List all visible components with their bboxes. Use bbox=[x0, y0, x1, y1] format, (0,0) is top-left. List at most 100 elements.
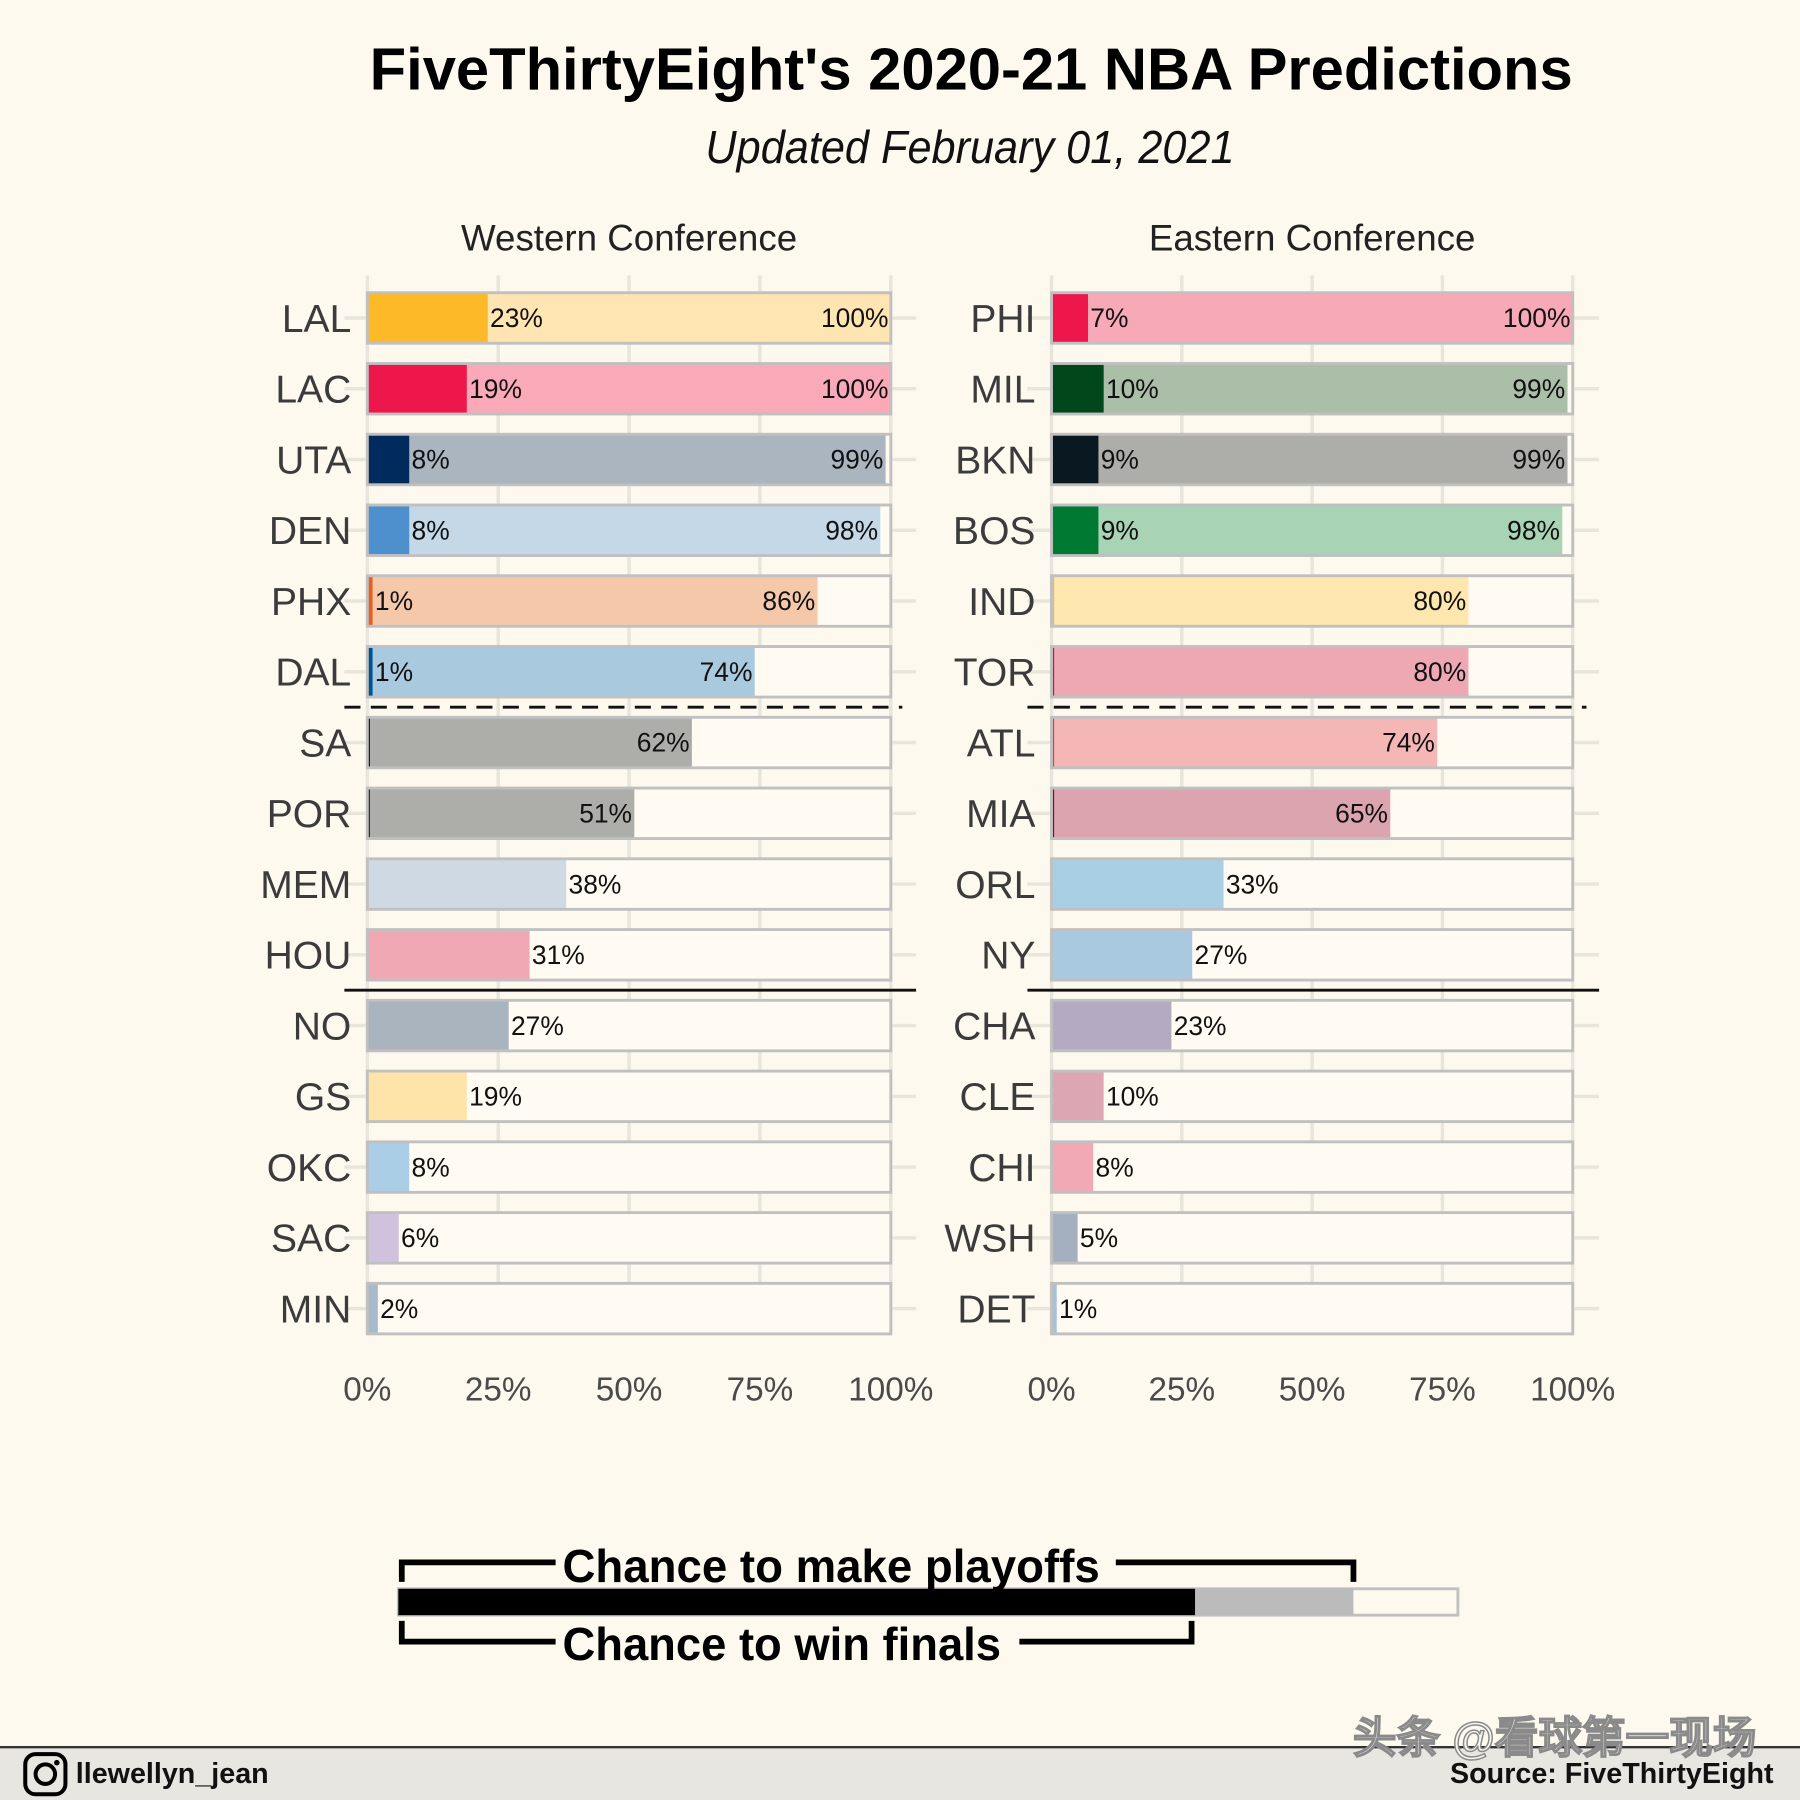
tick-label-east-75-unit: % bbox=[1446, 1372, 1476, 1409]
team-label-IND: IND bbox=[968, 581, 1035, 624]
bar-outline-GS bbox=[365, 1069, 893, 1124]
team-label-LAL: LAL bbox=[282, 298, 351, 341]
team-label-PHX: PHX bbox=[271, 581, 351, 624]
team-label-BKN: BKN bbox=[955, 439, 1035, 482]
label-playoffs-NY: 27% bbox=[1195, 940, 1248, 970]
team-row-DET: DET 1% bbox=[957, 1281, 1575, 1336]
label-playoffs-DET-value: 1 bbox=[1059, 1294, 1074, 1324]
team-label-MIN: MIN bbox=[280, 1288, 352, 1331]
team-row-MIN: MIN 2% bbox=[280, 1281, 893, 1336]
bar-playoffs-TOR bbox=[1051, 646, 1469, 698]
label-playoffs-WSH-value: 5 bbox=[1080, 1223, 1095, 1253]
label-playoffs-LAL-value: 100 bbox=[821, 303, 865, 333]
label-finals-UTA-unit: % bbox=[426, 445, 449, 475]
label-playoffs-SA: 62% bbox=[637, 728, 690, 758]
label-playoffs-PHI: 100% bbox=[1503, 303, 1571, 333]
team-label-WSH: WSH bbox=[944, 1218, 1035, 1261]
team-label-DEN: DEN bbox=[269, 510, 351, 553]
team-row-LAC: LAC 19% 100% bbox=[275, 362, 893, 416]
legend-bar-finals bbox=[398, 1588, 1196, 1616]
label-playoffs-DET: 1% bbox=[1059, 1294, 1097, 1324]
label-playoffs-MIL: 99% bbox=[1512, 374, 1565, 404]
bar-playoffs-UTA bbox=[367, 434, 886, 485]
tick-label-west-100-value: 100 bbox=[848, 1372, 904, 1409]
label-playoffs-PHI-value: 100 bbox=[1503, 303, 1547, 333]
team-row-CHA: CHA 23% bbox=[953, 998, 1575, 1053]
bar-outline-PHI bbox=[1050, 291, 1575, 345]
label-playoffs-LAL: 100% bbox=[821, 303, 889, 333]
label-playoffs-SAC-unit: % bbox=[416, 1223, 439, 1253]
tick-label-west-100: 100% bbox=[848, 1372, 933, 1409]
label-playoffs-NY-value: 27 bbox=[1195, 940, 1224, 970]
tick-label-east-25-value: 25 bbox=[1149, 1372, 1186, 1409]
label-playoffs-BKN-unit: % bbox=[1542, 445, 1565, 475]
legend-label-playoffs: Chance to make playoffs bbox=[563, 1540, 1100, 1592]
team-label-BOS: BOS bbox=[953, 510, 1035, 553]
tick-label-east-50: 50% bbox=[1279, 1372, 1346, 1409]
label-finals-DAL-value: 1 bbox=[375, 657, 390, 687]
tick-label-west-75: 75% bbox=[727, 1372, 794, 1409]
bar-finals-PHX bbox=[367, 575, 373, 627]
label-playoffs-ORL: 33% bbox=[1226, 869, 1279, 899]
bar-track-CLE bbox=[1051, 1071, 1573, 1122]
team-row-BOS: BOS 9% 98% bbox=[953, 503, 1575, 557]
bar-finals-UTA bbox=[367, 434, 410, 485]
bar-outline-HOU bbox=[365, 928, 893, 982]
tick-label-east-0-unit: % bbox=[1046, 1372, 1076, 1409]
legend-bracket-finals bbox=[398, 1620, 1195, 1645]
label-finals-PHI-unit: % bbox=[1105, 303, 1128, 333]
tick-label-west-0: 0% bbox=[343, 1372, 391, 1409]
bar-playoffs-PHX bbox=[367, 575, 818, 627]
label-playoffs-TOR-value: 80 bbox=[1413, 657, 1442, 687]
team-label-PHI: PHI bbox=[970, 298, 1035, 341]
team-row-MEM: MEM 38% bbox=[260, 857, 893, 911]
bar-finals-DAL bbox=[367, 646, 373, 698]
label-playoffs-IND-value: 80 bbox=[1413, 586, 1442, 616]
team-row-NO: NO 27% bbox=[293, 998, 893, 1053]
label-playoffs-OKC-unit: % bbox=[426, 1152, 449, 1182]
label-playoffs-HOU-value: 31 bbox=[532, 940, 561, 970]
bar-playoffs-MIA bbox=[1051, 788, 1391, 839]
team-label-MIL: MIL bbox=[970, 369, 1035, 412]
label-playoffs-MIA: 65% bbox=[1335, 798, 1388, 828]
label-playoffs-LAC: 100% bbox=[821, 374, 889, 404]
label-finals-LAC: 19% bbox=[469, 374, 522, 404]
label-playoffs-ORL-value: 33 bbox=[1226, 869, 1255, 899]
team-row-WSH: WSH 5% bbox=[944, 1211, 1575, 1265]
label-playoffs-CLE-unit: % bbox=[1135, 1082, 1158, 1112]
team-row-UTA: UTA 8% 99% bbox=[276, 432, 893, 487]
tick-label-east-0: 0% bbox=[1027, 1372, 1075, 1409]
bar-outline-CLE bbox=[1050, 1069, 1575, 1124]
bar-playoffs-SA bbox=[367, 717, 692, 768]
label-finals-LAL: 23% bbox=[490, 303, 543, 333]
label-playoffs-GS-unit: % bbox=[498, 1082, 521, 1112]
bar-playoffs-HOU bbox=[367, 929, 530, 981]
label-playoffs-CHI-unit: % bbox=[1110, 1152, 1133, 1182]
label-finals-BKN-value: 9 bbox=[1101, 445, 1116, 475]
team-row-HOU: HOU 31% bbox=[265, 928, 893, 982]
team-label-NY: NY bbox=[981, 935, 1035, 978]
bar-playoffs-DET bbox=[1051, 1283, 1057, 1334]
label-playoffs-DAL: 74% bbox=[700, 657, 753, 687]
team-label-CHI: CHI bbox=[968, 1147, 1035, 1190]
team-label-SA: SA bbox=[299, 722, 351, 765]
team-label-OKC: OKC bbox=[267, 1147, 352, 1190]
label-playoffs-ORL-unit: % bbox=[1255, 869, 1278, 899]
label-finals-BOS: 9% bbox=[1101, 515, 1139, 545]
label-finals-LAL-unit: % bbox=[519, 303, 542, 333]
label-playoffs-PHI-unit: % bbox=[1547, 303, 1570, 333]
bar-track-DET bbox=[1051, 1283, 1573, 1334]
bar-playoffs-OKC bbox=[367, 1141, 410, 1193]
label-playoffs-PHX: 86% bbox=[762, 586, 815, 616]
bar-outline-SAC bbox=[365, 1211, 893, 1265]
label-playoffs-POR-value: 51 bbox=[579, 798, 608, 828]
team-row-OKC: OKC 8% bbox=[267, 1140, 893, 1194]
label-finals-UTA-value: 8 bbox=[412, 445, 427, 475]
label-playoffs-TOR-unit: % bbox=[1443, 657, 1466, 687]
label-playoffs-BOS-unit: % bbox=[1537, 515, 1560, 545]
bar-playoffs-MIL bbox=[1051, 363, 1568, 415]
bar-outline-OKC bbox=[365, 1140, 893, 1194]
footer-background bbox=[0, 1748, 1800, 1800]
bar-finals-BKN bbox=[1051, 434, 1099, 485]
